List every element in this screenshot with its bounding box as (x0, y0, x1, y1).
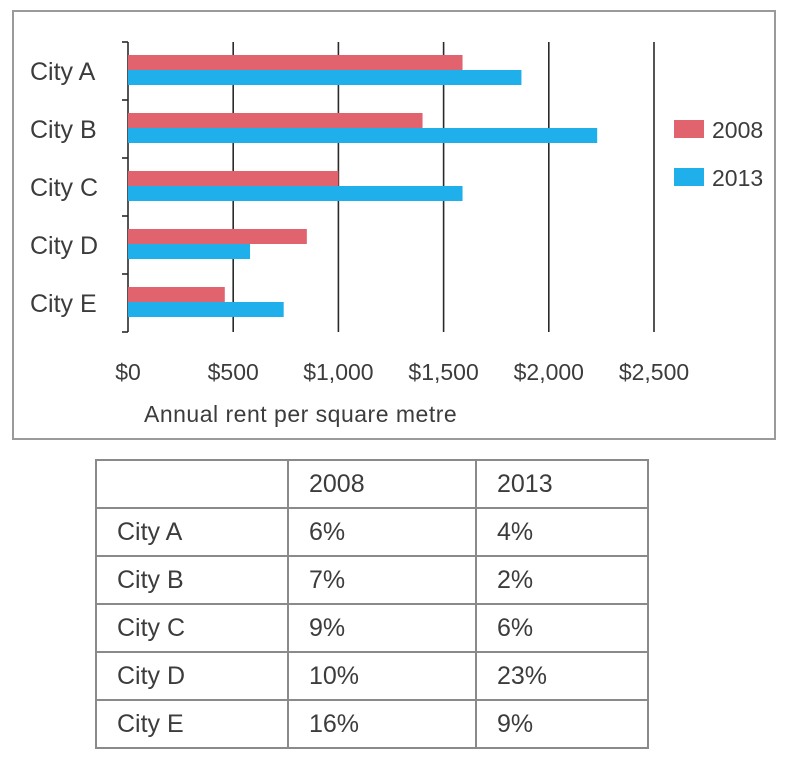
bar-2013-city-c (128, 186, 463, 201)
table-cell: 23% (475, 651, 649, 701)
bar-2008-city-c (128, 171, 339, 186)
table-cell: City D (95, 651, 289, 701)
legend-swatch (674, 168, 704, 186)
legend-label: 2008 (712, 117, 763, 143)
rate-table: 2008 2013 City A 6% 4% City B 7% 2% City C 9% 6% Ci… (95, 459, 649, 749)
legend-swatch (674, 120, 704, 138)
table-row: City B 7% 2% (95, 555, 649, 605)
bar-2008-city-b (128, 113, 423, 128)
table-cell: 10% (287, 651, 477, 701)
legend-label: 2013 (712, 165, 763, 191)
table-header-row: 2008 2013 (95, 459, 649, 509)
x-tick-label: $2,500 (619, 359, 689, 385)
table-cell: City E (95, 699, 289, 749)
x-tick-label: $500 (208, 359, 259, 385)
table-cell: City C (95, 603, 289, 653)
bar-2013-city-d (128, 244, 251, 259)
table-row: City A 6% 4% (95, 507, 649, 557)
table-cell: City B (95, 555, 289, 605)
chart-frame: City A City B City C City D City E $0 $500 $1,0… (12, 10, 776, 440)
table-cell: City A (95, 507, 289, 557)
table-cell: 9% (287, 603, 477, 653)
bar-2013-city-b (128, 128, 598, 143)
category-label: City A (30, 58, 96, 86)
table-cell: 6% (287, 507, 477, 557)
table-cell: 6% (475, 603, 649, 653)
x-tick-label: $2,000 (514, 359, 584, 385)
table-header-cell: 2013 (475, 459, 649, 509)
table-cell: 9% (475, 699, 649, 749)
bar-2008-city-a (128, 55, 463, 70)
table-header-cell: 2008 (287, 459, 477, 509)
bar-chart: City A City B City C City D City E $0 $500 $1,0… (30, 41, 763, 427)
table-row: City D 10% 23% (95, 651, 649, 701)
table-header-cell (95, 459, 289, 509)
bar-2008-city-e (128, 287, 225, 302)
x-axis-title: Annual rent per square metre (144, 401, 457, 427)
table-cell: 7% (287, 555, 477, 605)
x-tick-label: $1,500 (408, 359, 478, 385)
category-label: City E (30, 290, 97, 318)
table-cell: 16% (287, 699, 477, 749)
table-cell: 4% (475, 507, 649, 557)
table-cell: 2% (475, 555, 649, 605)
bar-2008-city-d (128, 229, 307, 244)
category-label: City C (30, 174, 98, 202)
x-tick-label: $1,000 (303, 359, 373, 385)
category-label: City D (30, 232, 98, 260)
category-label: City B (30, 116, 97, 144)
table-row: City E 16% 9% (95, 699, 649, 749)
bar-2013-city-e (128, 302, 284, 317)
bar-2013-city-a (128, 70, 522, 85)
table-row: City C 9% 6% (95, 603, 649, 653)
x-tick-label: $0 (115, 359, 141, 385)
